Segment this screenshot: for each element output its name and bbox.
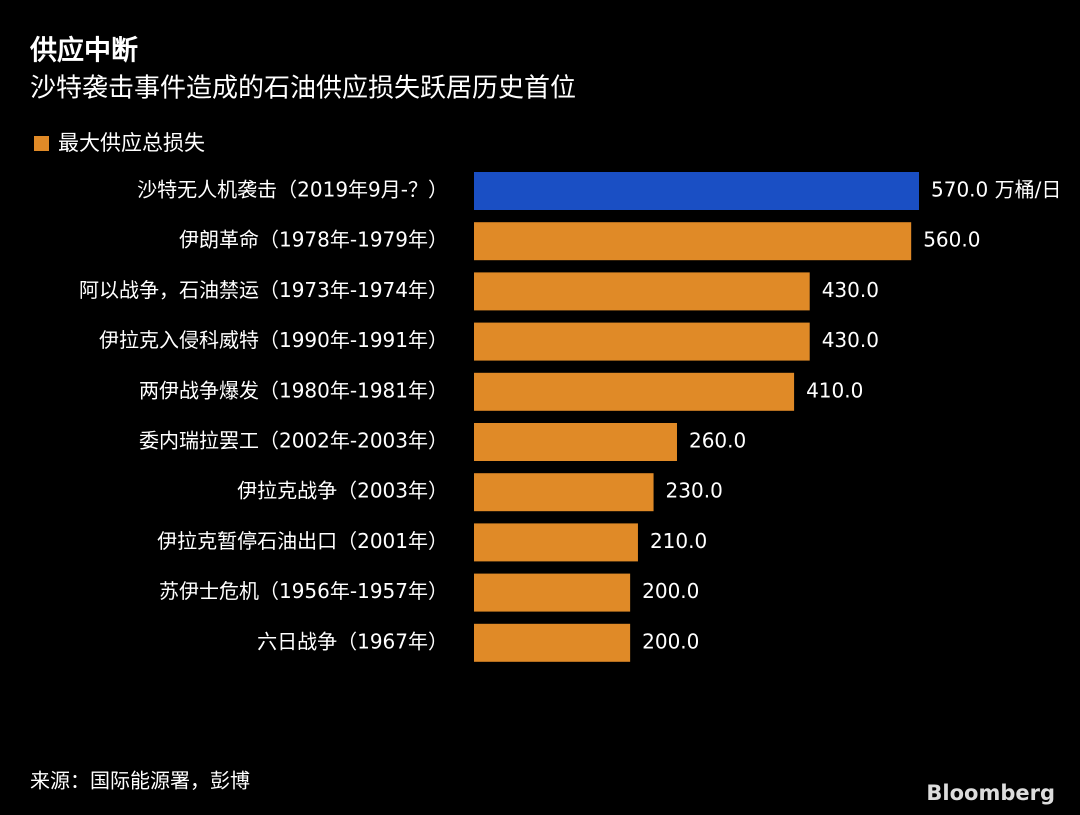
value-label: 410.0 (806, 378, 863, 402)
value-label: 430.0 (822, 328, 879, 352)
y-tick-label: 沙特无人机袭击（2019年9月-？） (137, 178, 448, 202)
brand-logo: Bloomberg (926, 781, 1055, 805)
bar (474, 473, 654, 512)
value-label: 260.0 (689, 429, 746, 453)
bar (474, 272, 810, 311)
value-label: 560.0 (923, 228, 980, 252)
value-label: 430.0 (822, 278, 879, 302)
bar (474, 423, 677, 461)
y-tick-label: 阿以战争，石油禁运（1973年-1974年） (79, 278, 448, 302)
bar (474, 322, 810, 361)
y-tick-label: 苏伊士危机（1956年-1957年） (159, 579, 448, 603)
value-label: 200.0 (642, 579, 699, 603)
y-tick-label: 伊拉克入侵科威特（1990年-1991年） (99, 328, 448, 352)
value-label: 210.0 (650, 529, 707, 553)
chart-title: 供应中断 (29, 35, 138, 67)
bar (474, 372, 795, 411)
legend-swatch (34, 136, 49, 151)
y-tick-label: 委内瑞拉罢工（2002年-2003年） (139, 429, 448, 453)
y-tick-label: 伊朗革命（1978年-1979年） (179, 228, 448, 252)
value-label: 200.0 (642, 629, 699, 653)
source: 来源：国际能源署，彭博 (30, 769, 250, 793)
bar (474, 623, 631, 662)
bar (474, 172, 919, 210)
legend-label: 最大供应总损失 (58, 131, 205, 155)
y-tick-label: 伊拉克战争（2003年） (237, 479, 448, 503)
chart-subtitle: 沙特袭击事件造成的石油供应损失跃居历史首位 (30, 74, 576, 104)
bar (474, 222, 912, 261)
bar (474, 523, 638, 562)
value-label: 230.0 (666, 479, 723, 503)
y-tick-label: 伊拉克暂停石油出口（2001年） (157, 529, 448, 553)
value-label: 570.0 万桶/日 (931, 178, 1061, 202)
bar (474, 573, 631, 612)
y-tick-label: 六日战争（1967年） (257, 629, 448, 653)
y-tick-label: 两伊战争爆发（1980年-1981年） (139, 378, 448, 402)
